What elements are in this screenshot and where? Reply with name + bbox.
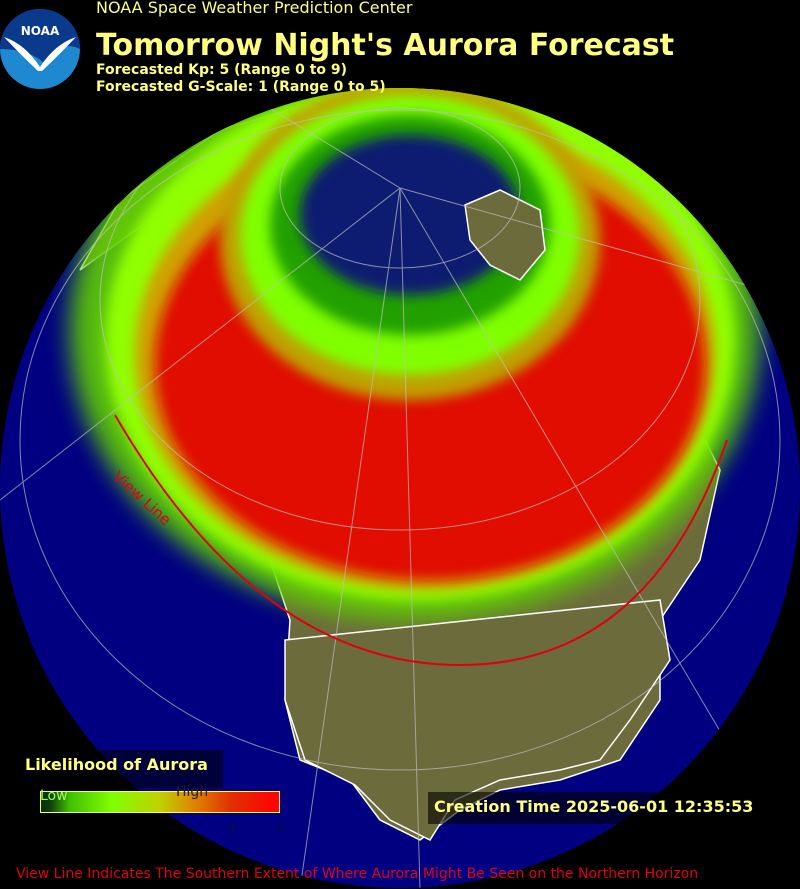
legend-color-bar [40,791,280,813]
noaa-logo: NOAA [0,9,80,89]
organization-name: NOAA Space Weather Prediction Center [96,0,413,17]
legend-title: Likelihood of Aurora [25,755,208,774]
aurora-oval [70,88,760,620]
legend-tick: 5 [277,821,284,834]
view-line [114,414,728,667]
svg-text:NOAA: NOAA [21,24,60,38]
legend-tick: 4 [228,821,235,834]
creation-time: Creation Time 2025-06-01 12:35:53 [434,797,754,816]
footer-note: View Line Indicates The Southern Extent … [16,866,699,882]
legend-high-label: High [176,784,209,800]
land-us-mexico [284,599,671,841]
land-greenland-north [464,189,546,281]
creation-time-background [428,792,768,824]
legend-background [18,750,223,788]
forecast-kp: Forecasted Kp: 5 (Range 0 to 9) [96,62,348,78]
legend-low-label: Low [40,788,68,804]
page-title: Tomorrow Night's Aurora Forecast [96,28,675,63]
forecast-g-scale: Forecasted G-Scale: 1 (Range 0 to 5) [96,79,386,95]
